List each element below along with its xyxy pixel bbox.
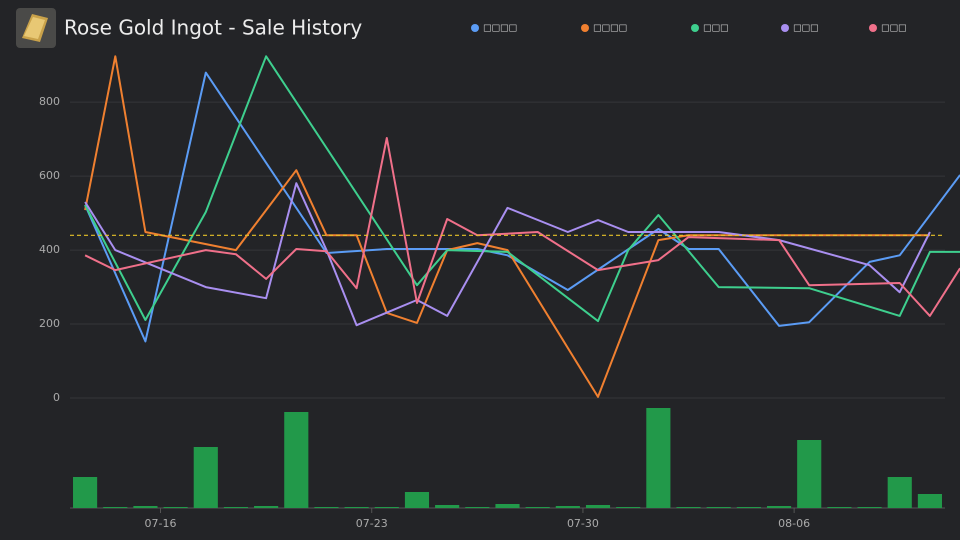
x-tick-label: 08-06: [778, 517, 810, 530]
x-tick-label: 07-16: [145, 517, 177, 530]
volume-bar: [495, 504, 520, 508]
volume-bar: [827, 507, 852, 508]
y-tick-label: 600: [39, 169, 60, 182]
legend-label: □□□: [703, 24, 729, 34]
x-tick-label: 07-23: [356, 517, 388, 530]
volume-bar: [73, 477, 98, 508]
volume-bar: [163, 507, 188, 508]
y-tick-label: 200: [39, 317, 60, 330]
volume-bar: [585, 505, 611, 508]
legend-swatch: [581, 24, 589, 32]
legend-item[interactable]: □□□□: [581, 24, 627, 34]
legend-label: □□□□: [483, 24, 517, 34]
volume-bar: [857, 507, 882, 508]
volume-bar: [706, 507, 731, 508]
volume-bar: [435, 505, 460, 508]
volume-bar: [887, 477, 912, 508]
legend-item[interactable]: □□□□: [471, 24, 517, 34]
volume-bar: [103, 507, 128, 508]
series-line: [84, 55, 960, 323]
legend-swatch: [781, 24, 789, 32]
volume-bar: [797, 440, 822, 508]
volume-bar: [525, 507, 550, 508]
legend-label: □□□□: [593, 24, 627, 34]
legend-label: □□□: [881, 24, 907, 34]
volume-bar: [404, 492, 430, 508]
volume-bar: [917, 494, 942, 508]
legend-swatch: [869, 24, 877, 32]
item-icon: [16, 8, 56, 48]
volume-bar: [284, 412, 309, 508]
volume-bar: [193, 447, 218, 508]
volume-bar: [616, 507, 641, 508]
series-line: [84, 182, 931, 327]
legend-label: □□□: [793, 24, 819, 34]
y-tick-label: 800: [39, 95, 60, 108]
x-tick-label: 07-30: [567, 517, 599, 530]
y-tick-label: 400: [39, 243, 60, 256]
volume-bar: [254, 506, 279, 508]
volume-bar: [736, 507, 761, 508]
legend-swatch: [471, 24, 479, 32]
legend-item[interactable]: □□□: [869, 24, 907, 34]
legend-item[interactable]: □□□: [781, 24, 819, 34]
volume-bar: [676, 507, 701, 508]
series-line: [84, 71, 960, 343]
chart-title: Rose Gold Ingot - Sale History: [64, 16, 362, 40]
volume-bar: [223, 507, 249, 508]
volume-bar: [646, 408, 671, 508]
volume-bar: [766, 506, 792, 508]
volume-bar: [465, 507, 490, 508]
volume-bar: [314, 507, 339, 508]
legend-swatch: [691, 24, 699, 32]
y-tick-label: 0: [53, 391, 60, 404]
volume-bar: [344, 507, 369, 508]
volume-bar: [133, 506, 158, 508]
volume-bar: [555, 506, 580, 508]
series-line: [84, 137, 960, 317]
legend-item[interactable]: □□□: [691, 24, 729, 34]
volume-bar: [374, 507, 399, 508]
